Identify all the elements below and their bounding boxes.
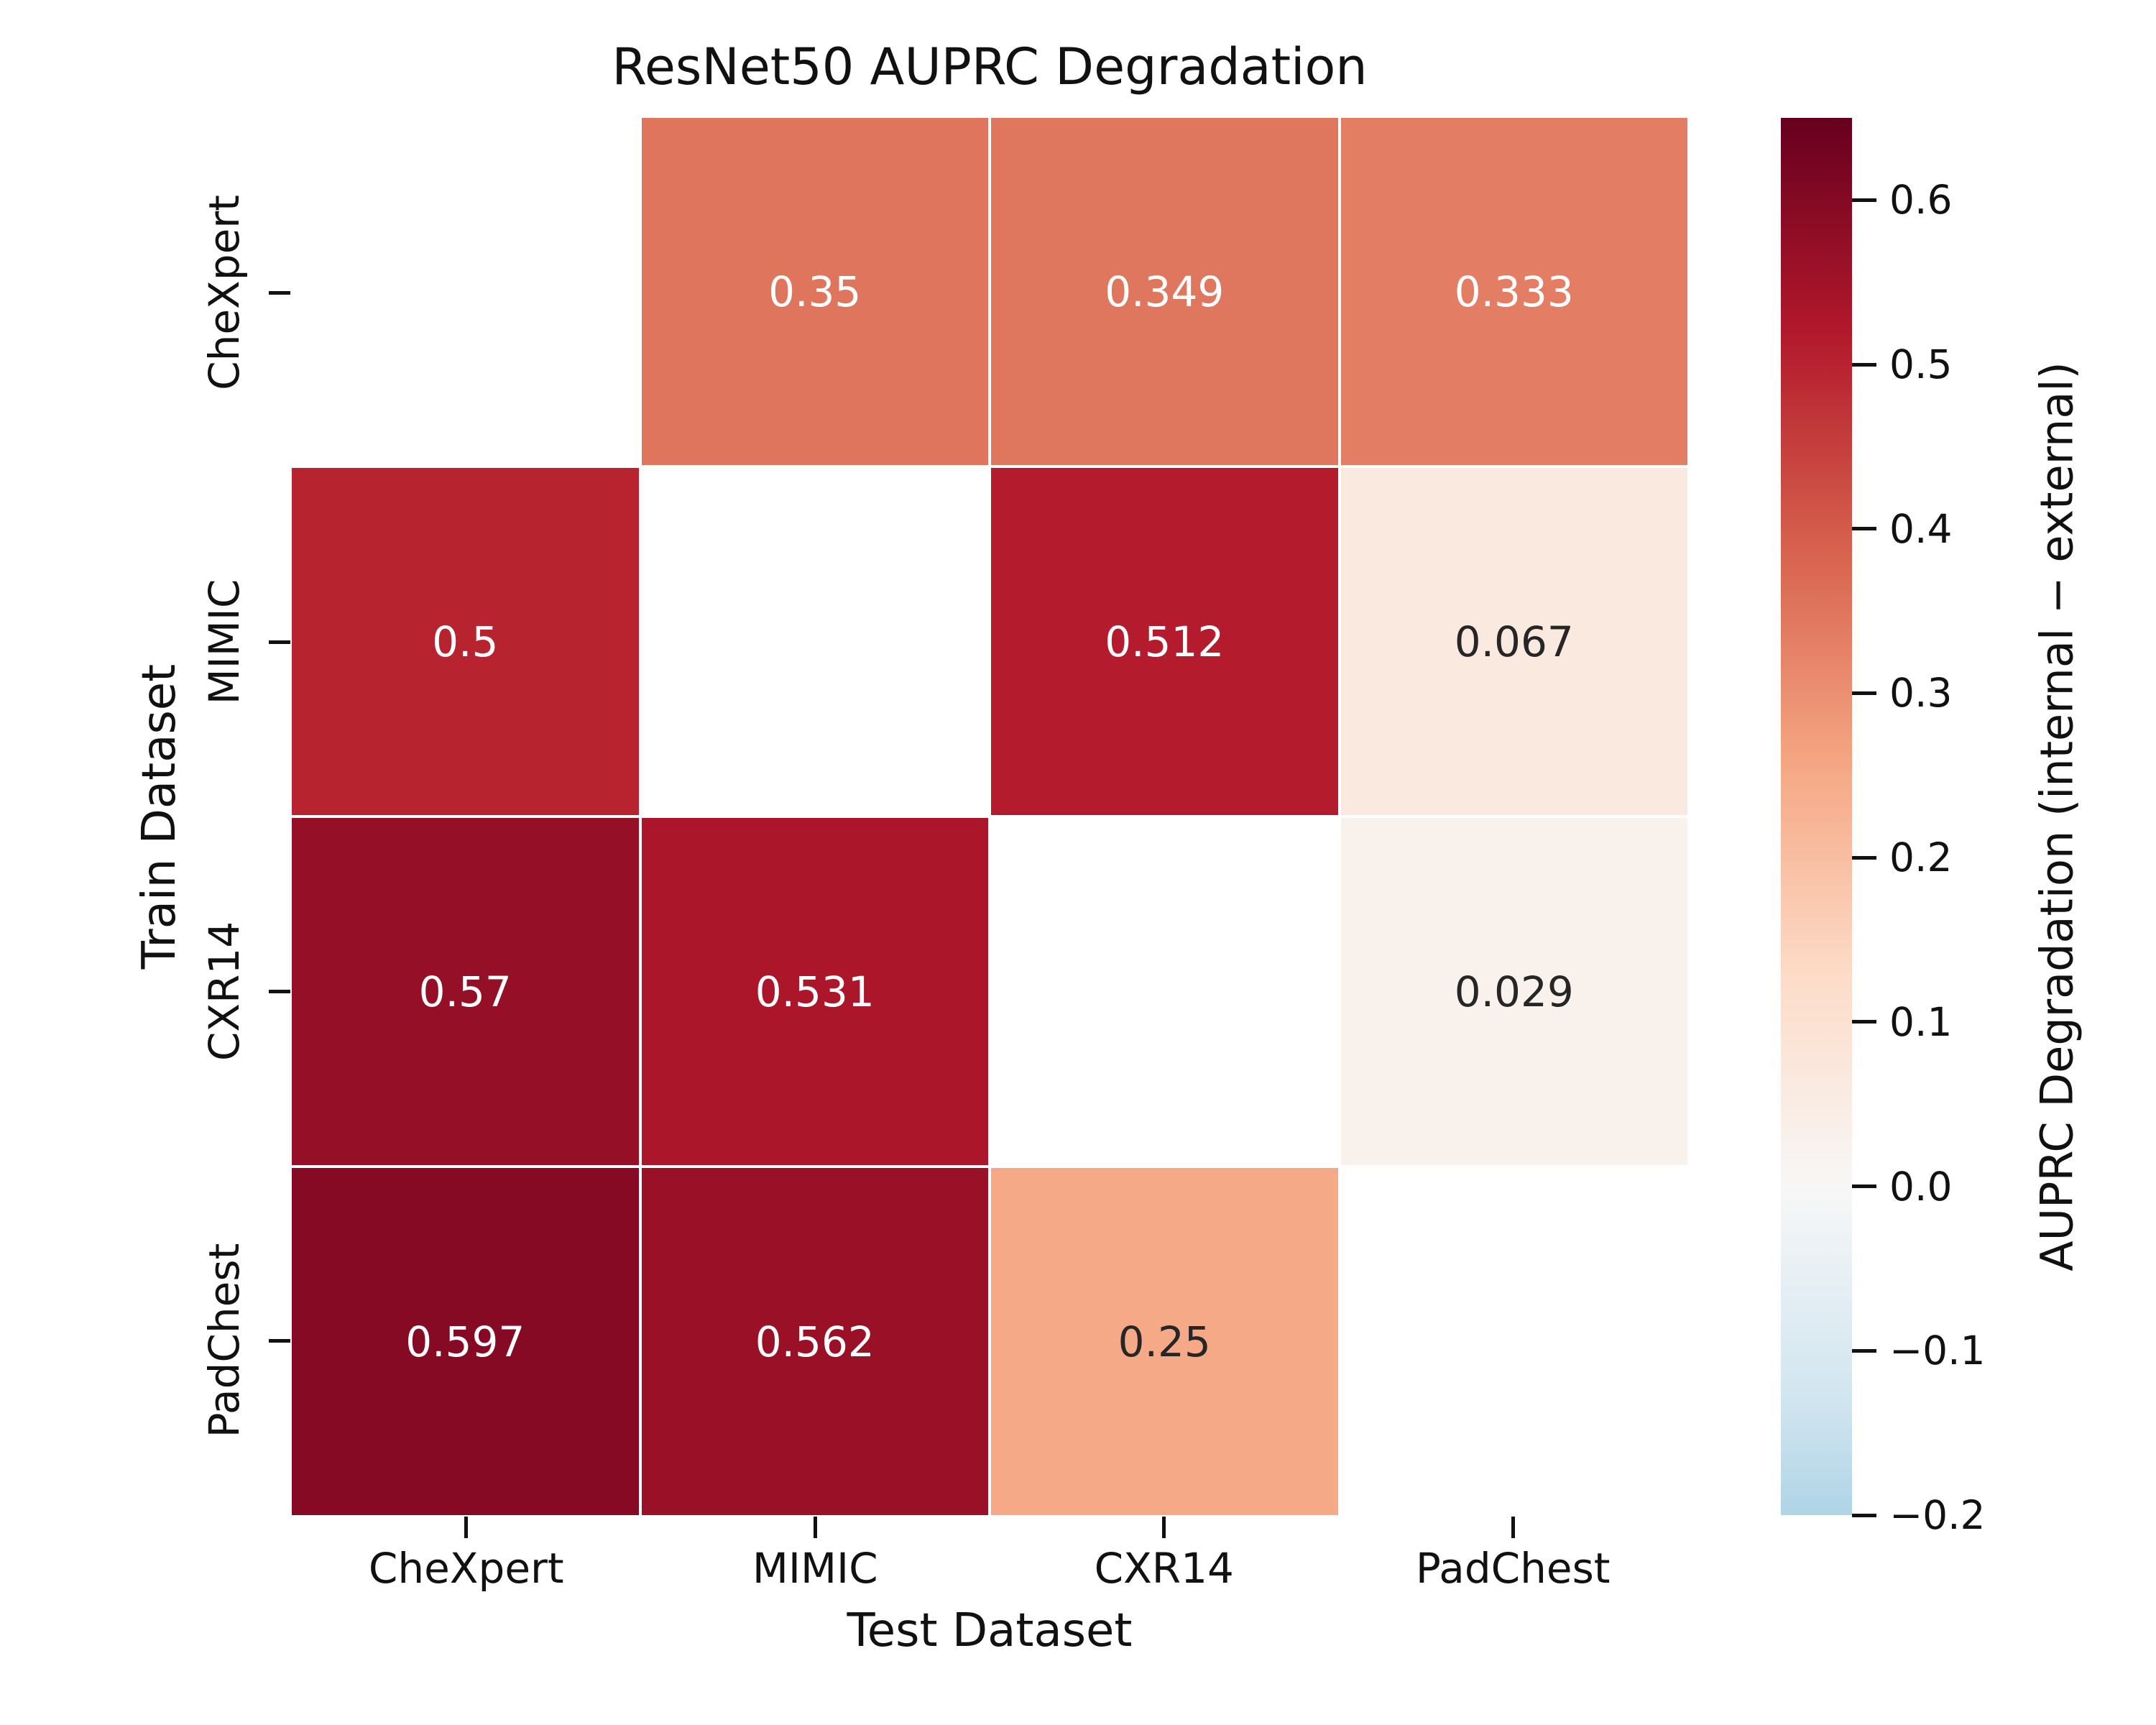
cell-value: 0.531 (755, 967, 875, 1016)
colorbar-tick (1852, 1513, 1876, 1517)
y-axis-tick (269, 640, 290, 644)
heatmap-cell-masked (292, 118, 639, 465)
heatmap-cell: 0.333 (1340, 118, 1687, 465)
heatmap-cell: 0.512 (991, 468, 1338, 815)
cell-value: 0.25 (1118, 1317, 1211, 1366)
colorbar-tick-label: 0.1 (1889, 998, 1953, 1045)
colorbar-tick-label: 0.6 (1889, 177, 1953, 224)
heatmap-cell: 0.029 (1340, 818, 1687, 1165)
y-axis-tick-label: CheXpert (200, 195, 249, 390)
colorbar-tick-label: −0.1 (1889, 1328, 1986, 1374)
cell-value: 0.333 (1454, 267, 1574, 316)
x-axis-label: Test Dataset (847, 1604, 1133, 1657)
heatmap-cell: 0.562 (641, 1168, 988, 1515)
colorbar-tick-label: 0.3 (1889, 670, 1953, 717)
x-axis-tick-label: PadChest (1415, 1544, 1611, 1593)
colorbar-tick (1852, 855, 1876, 860)
x-axis-tick-label: MIMIC (752, 1544, 878, 1593)
heatmap-cell: 0.57 (292, 818, 639, 1165)
cell-value: 0.597 (405, 1317, 525, 1366)
cell-value: 0.067 (1454, 617, 1574, 666)
colorbar-tick (1852, 1348, 1876, 1353)
heatmap-cell: 0.5 (292, 468, 639, 815)
colorbar-tick (1852, 1020, 1876, 1024)
heatmap-cell: 0.531 (641, 818, 988, 1165)
heatmap-cell-masked (991, 818, 1338, 1165)
heatmap-cell-masked (641, 468, 988, 815)
x-axis-tick (813, 1517, 817, 1538)
heatmap-cell: 0.597 (292, 1168, 639, 1515)
colorbar-tick-label: 0.0 (1889, 1163, 1953, 1210)
cell-value: 0.562 (755, 1317, 875, 1366)
colorbar-tick (1852, 691, 1876, 695)
heatmap-cell: 0.067 (1340, 468, 1687, 815)
y-axis-tick-label: CXR14 (200, 921, 249, 1062)
heatmap-cell: 0.35 (641, 118, 988, 465)
x-axis-tick-label: CheXpert (368, 1544, 564, 1593)
colorbar-tick (1852, 527, 1876, 531)
y-axis-tick (269, 290, 290, 295)
colorbar-tick (1852, 1184, 1876, 1189)
colorbar (1781, 118, 1852, 1515)
cell-value: 0.349 (1105, 267, 1225, 316)
chart-title: ResNet50 AUPRC Degradation (612, 37, 1368, 96)
heatmap-cell-masked (1340, 1168, 1687, 1515)
colorbar-label: AUPRC Degradation (internal − external) (2030, 362, 2083, 1271)
y-axis-tick-label: PadChest (200, 1243, 249, 1438)
y-axis-tick (269, 989, 290, 993)
heatmap-grid: 0.35 0.349 0.333 0.5 0.512 0.067 0.57 0.531 0.02… (292, 118, 1687, 1515)
x-axis-tick (1162, 1517, 1166, 1538)
y-axis-tick-label: MIMIC (200, 579, 249, 705)
colorbar-tick-label: 0.5 (1889, 341, 1953, 388)
cell-value: 0.029 (1454, 967, 1574, 1016)
heatmap-cell: 0.349 (991, 118, 1338, 465)
colorbar-tick-label: 0.4 (1889, 505, 1953, 552)
x-axis-tick-label: CXR14 (1094, 1544, 1234, 1593)
colorbar-tick-label: −0.2 (1889, 1492, 1986, 1538)
colorbar-tick-label: 0.2 (1889, 834, 1953, 881)
cell-value: 0.57 (418, 967, 512, 1016)
y-axis-tick (269, 1338, 290, 1343)
colorbar-tick (1852, 198, 1876, 202)
cell-value: 0.512 (1105, 617, 1225, 666)
colorbar-tick (1852, 362, 1876, 367)
heatmap-cell: 0.25 (991, 1168, 1338, 1515)
cell-value: 0.5 (432, 617, 499, 666)
x-axis-tick (464, 1517, 469, 1538)
cell-value: 0.35 (768, 267, 862, 316)
y-axis-label: Train Dataset (133, 663, 186, 970)
x-axis-tick (1511, 1517, 1515, 1538)
